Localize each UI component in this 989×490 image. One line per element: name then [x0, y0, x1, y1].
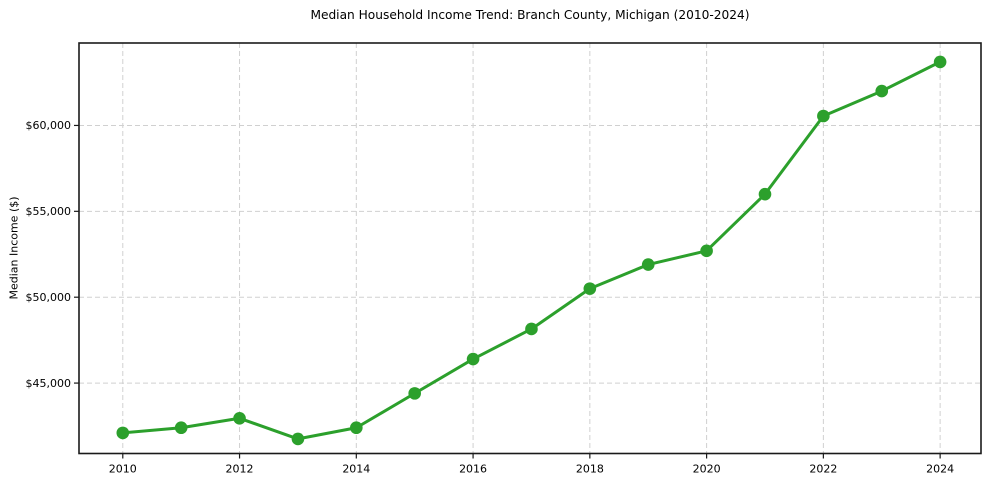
y-tick-label: $60,000	[26, 119, 72, 132]
x-tick-label: 2022	[809, 463, 837, 476]
x-tick-label: 2014	[342, 463, 370, 476]
data-point-marker	[116, 426, 130, 440]
data-point-marker	[583, 282, 597, 295]
data-point-marker	[758, 187, 772, 201]
x-tick-label: 2020	[693, 463, 721, 476]
y-tick-label: $45,000	[26, 377, 72, 390]
data-point-marker	[641, 258, 655, 271]
data-point-marker	[817, 109, 830, 123]
y-tick-label: $50,000	[26, 291, 72, 304]
data-point-marker	[700, 244, 713, 258]
data-point-marker	[350, 421, 363, 435]
data-point-marker	[933, 55, 947, 69]
chart-title: Median Household Income Trend: Branch Co…	[310, 8, 750, 22]
data-point-marker	[291, 432, 305, 446]
x-tick-label: 2012	[226, 463, 254, 476]
data-point-marker	[233, 411, 246, 425]
x-tick-label: 2024	[926, 463, 954, 476]
x-tick-label: 2018	[576, 463, 604, 476]
data-point-marker	[174, 421, 188, 435]
data-point-marker	[466, 352, 480, 366]
x-tick-label: 2010	[109, 463, 137, 476]
data-point-marker	[525, 322, 538, 336]
x-tick-label: 2016	[459, 463, 487, 476]
trend-line	[121, 60, 942, 441]
plot-border	[78, 42, 982, 455]
y-tick-label: $55,000	[26, 205, 72, 218]
data-point-marker	[408, 387, 421, 400]
data-point-marker	[875, 84, 889, 98]
